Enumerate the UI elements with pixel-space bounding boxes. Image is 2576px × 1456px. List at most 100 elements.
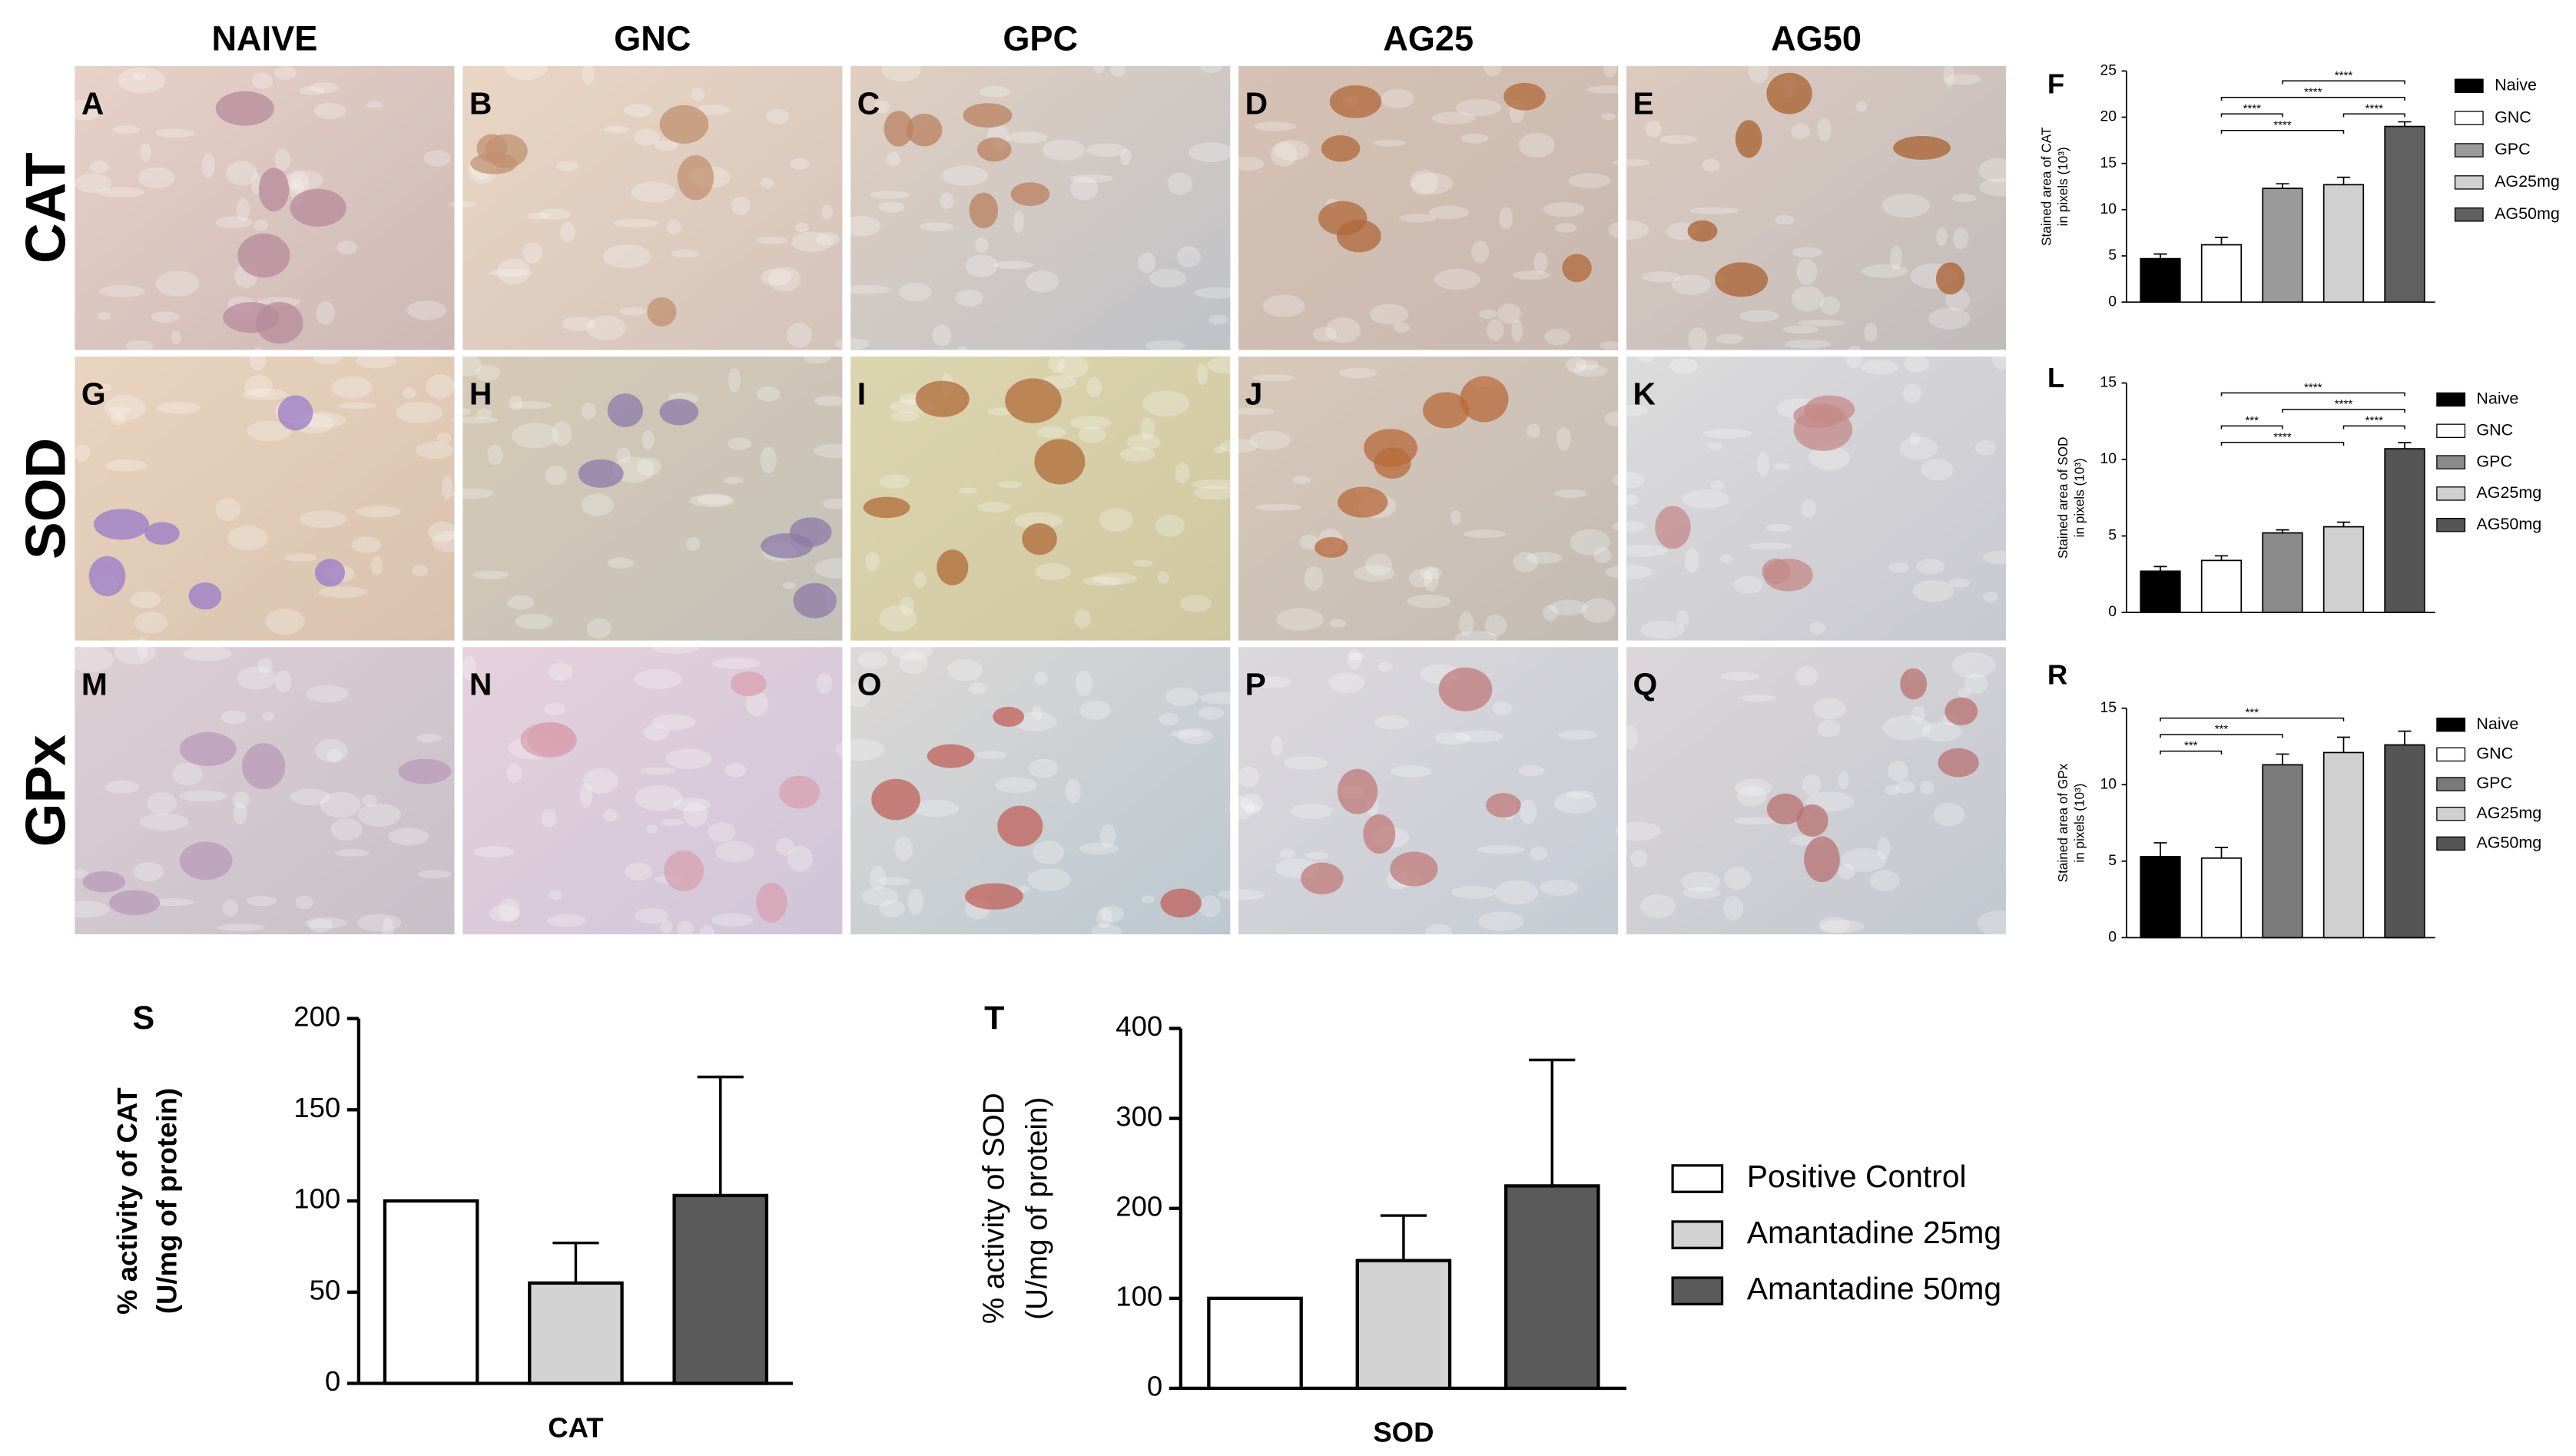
tissue-texture bbox=[313, 350, 342, 365]
tissue-texture bbox=[1193, 486, 1235, 500]
tissue-texture bbox=[756, 236, 788, 244]
tissue-texture bbox=[1676, 610, 1689, 627]
tissue-texture bbox=[1069, 176, 1099, 201]
tissue-texture bbox=[215, 497, 240, 521]
tissue-texture bbox=[1792, 247, 1823, 258]
tissue-texture bbox=[1882, 715, 1931, 741]
tissue-texture bbox=[603, 125, 629, 134]
tissue-texture bbox=[877, 201, 905, 213]
tissue-texture bbox=[222, 900, 238, 917]
tissue-texture bbox=[655, 139, 678, 151]
tissue-texture bbox=[728, 437, 751, 450]
tissue-texture bbox=[633, 128, 660, 146]
bar bbox=[2322, 751, 2365, 939]
tissue-texture bbox=[1057, 355, 1089, 379]
error-bar bbox=[2398, 730, 2412, 745]
tissue-texture bbox=[99, 285, 145, 297]
tissue-texture bbox=[1176, 246, 1201, 268]
bar bbox=[2384, 448, 2425, 613]
tissue-texture bbox=[890, 641, 933, 660]
tissue-texture bbox=[1069, 174, 1113, 183]
micrograph bbox=[74, 347, 466, 641]
tissue-texture bbox=[760, 446, 777, 473]
tissue-texture bbox=[1964, 673, 1988, 695]
y-tick-label: 0 bbox=[2108, 294, 2117, 310]
tissue-texture bbox=[1091, 924, 1122, 940]
error-bar bbox=[2276, 183, 2289, 189]
y-tick-label: 10 bbox=[2100, 201, 2117, 217]
tissue-texture bbox=[1608, 220, 1649, 240]
tissue-texture bbox=[454, 353, 482, 376]
tissue-texture bbox=[1785, 340, 1832, 349]
cell bbox=[1329, 85, 1382, 118]
cell bbox=[94, 509, 149, 540]
tissue-texture bbox=[995, 777, 1038, 794]
tissue-texture bbox=[1702, 158, 1720, 172]
tissue-texture bbox=[65, 99, 104, 121]
tissue-texture bbox=[631, 181, 676, 203]
cell bbox=[647, 297, 677, 327]
tissue-texture bbox=[247, 420, 292, 442]
cell bbox=[277, 395, 313, 431]
tissue-texture bbox=[62, 900, 110, 918]
tissue-texture bbox=[676, 920, 695, 937]
legend-label: Amantadine 25mg bbox=[1747, 1215, 2001, 1250]
tissue-texture bbox=[843, 216, 881, 237]
tissue-texture bbox=[1086, 143, 1128, 157]
y-tick-label: 0 bbox=[2108, 604, 2117, 620]
tissue-texture bbox=[768, 267, 801, 292]
panel-letter: I bbox=[857, 376, 866, 411]
tissue-texture bbox=[412, 565, 428, 576]
tissue-texture bbox=[1254, 121, 1296, 131]
cell bbox=[1486, 793, 1521, 818]
micrograph bbox=[1605, 345, 2021, 641]
tissue-texture bbox=[898, 283, 932, 301]
tissue-texture bbox=[919, 222, 954, 231]
tissue-texture bbox=[431, 530, 466, 552]
tissue-texture bbox=[183, 645, 232, 662]
micrograph-image bbox=[1626, 65, 2007, 350]
micrograph-image bbox=[75, 357, 455, 641]
cell bbox=[237, 233, 290, 278]
tissue-texture bbox=[976, 502, 1011, 512]
tissue-texture bbox=[1791, 286, 1825, 312]
bar bbox=[528, 1281, 624, 1385]
tissue-texture bbox=[442, 476, 453, 500]
tissue-texture bbox=[139, 813, 189, 831]
tissue-texture bbox=[1035, 562, 1071, 581]
tissue-texture bbox=[974, 237, 989, 253]
tissue-texture bbox=[835, 738, 885, 761]
error-bar bbox=[2214, 237, 2229, 245]
tissue-texture bbox=[1736, 785, 1767, 807]
y-tick-label: 20 bbox=[2100, 109, 2117, 125]
tissue-texture bbox=[132, 73, 146, 81]
tissue-texture bbox=[1543, 605, 1559, 621]
tissue-texture bbox=[756, 386, 781, 402]
legend-swatch bbox=[2436, 423, 2466, 439]
tissue-texture bbox=[673, 797, 711, 812]
significance-bracket bbox=[2220, 392, 2405, 396]
y-axis-label: in pixels (10³) bbox=[2071, 784, 2087, 863]
legend-swatch bbox=[1671, 1164, 1724, 1193]
tissue-texture bbox=[74, 173, 111, 193]
tissue-texture bbox=[804, 350, 831, 364]
tissue-texture bbox=[1006, 131, 1048, 144]
bar bbox=[2262, 187, 2303, 303]
error-bar bbox=[2214, 847, 2229, 858]
micrograph bbox=[835, 641, 1245, 940]
tissue-texture bbox=[215, 216, 253, 229]
cell bbox=[1005, 378, 1062, 423]
tissue-texture bbox=[890, 411, 920, 422]
error-bar bbox=[2336, 521, 2351, 527]
tissue-texture bbox=[552, 421, 572, 446]
tissue-texture bbox=[1860, 360, 1899, 375]
tissue-texture bbox=[545, 466, 567, 486]
micrograph-image bbox=[1238, 65, 1619, 350]
tissue-texture bbox=[1454, 630, 1498, 646]
tissue-texture bbox=[1513, 270, 1550, 280]
bar bbox=[1355, 1259, 1452, 1391]
tissue-texture bbox=[699, 925, 715, 944]
cell bbox=[1714, 262, 1769, 297]
tissue-texture bbox=[635, 784, 683, 811]
tissue-texture bbox=[907, 888, 924, 915]
